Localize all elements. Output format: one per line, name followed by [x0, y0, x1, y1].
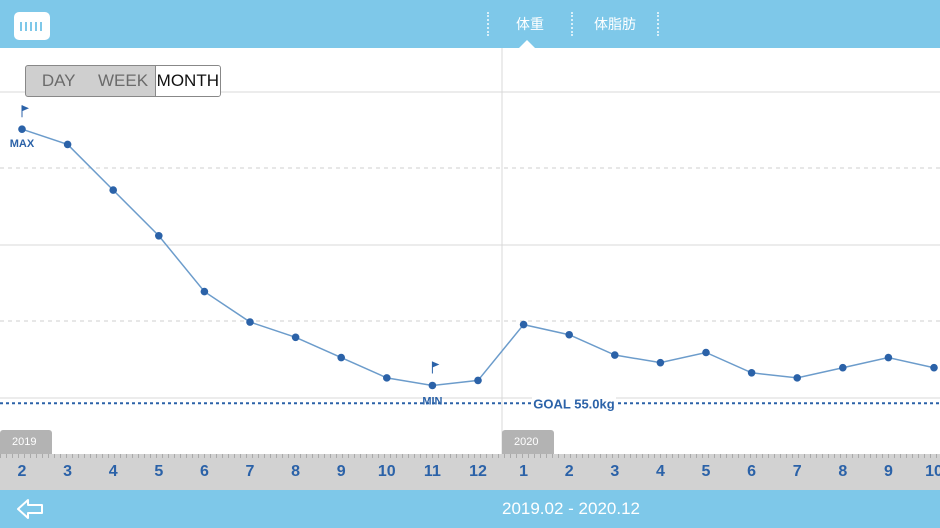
month-tick-label: 7 [245, 463, 255, 480]
month-tick-label: 11 [423, 463, 441, 480]
bottom-bar: 2019.02 - 2020.12 [0, 490, 940, 528]
range-month-button[interactable]: MONTH [154, 66, 220, 96]
month-tick-label: 6 [747, 463, 757, 480]
month-tick-label: 1 [519, 463, 529, 480]
data-point [565, 330, 573, 339]
data-point [702, 348, 710, 357]
tab-separator [487, 12, 489, 36]
data-point [930, 363, 938, 372]
tab-separator [571, 12, 573, 36]
axis-ruler [0, 454, 940, 458]
data-point [337, 353, 346, 362]
year-label-2020: 2020 [502, 430, 554, 454]
month-tick-label: 4 [655, 463, 665, 480]
chart-canvas: GOAL 55.0kg MAX MIN [0, 48, 940, 454]
min-label: MIN [422, 395, 442, 407]
data-point [63, 140, 72, 149]
month-tick-label: 4 [108, 463, 118, 480]
min-flag-icon [432, 361, 440, 368]
weight-chart[interactable]: GOAL 55.0kg MAX MIN [0, 48, 940, 454]
month-tick-label: 2 [564, 463, 574, 480]
goal-label: GOAL 55.0kg [533, 396, 614, 411]
month-tick-label: 6 [199, 463, 209, 480]
tab-weight[interactable]: 体重 [516, 16, 544, 32]
data-point [474, 376, 482, 385]
data-point [839, 363, 847, 372]
data-point [155, 231, 163, 240]
data-point [109, 186, 117, 194]
data-point [383, 374, 391, 382]
year-label-2019: 2019 [0, 430, 52, 454]
data-point [246, 318, 254, 326]
month-tick-label: 8 [291, 463, 301, 480]
month-tick-label: 3 [610, 463, 620, 480]
month-tick-label: 8 [838, 463, 848, 480]
month-tick-label: 5 [701, 463, 711, 480]
data-point [18, 125, 26, 133]
data-point [656, 358, 665, 367]
date-range-label: 2019.02 - 2020.12 [501, 499, 640, 518]
month-tick-label: 7 [792, 463, 802, 480]
data-point [884, 353, 893, 362]
month-tick-label: 10 [925, 463, 940, 480]
data-point [428, 381, 437, 390]
back-arrow-icon[interactable] [16, 498, 44, 520]
data-point [519, 320, 528, 329]
month-tick-label: 5 [154, 463, 164, 480]
max-flag-icon [22, 105, 29, 112]
active-tab-caret-icon [519, 40, 535, 48]
data-point [793, 374, 801, 382]
range-day-button[interactable]: DAY [41, 71, 76, 90]
month-tick-label: 12 [469, 463, 487, 480]
scale-app-icon[interactable] [14, 12, 50, 40]
data-point [747, 369, 756, 377]
month-axis[interactable]: 2 3 4 5 6 7 8 9 10 11 12 1 2 3 4 5 6 7 8 9 10 [0, 454, 940, 490]
range-week-button[interactable]: WEEK [97, 71, 149, 90]
max-label: MAX [10, 138, 35, 150]
tab-separator [657, 12, 659, 36]
data-point [291, 333, 300, 342]
month-tick-label: 2 [17, 463, 27, 480]
tab-body-fat[interactable]: 体脂肪 [594, 16, 636, 32]
data-point [611, 351, 619, 359]
goal-label-background [532, 394, 616, 413]
month-tick-label: 9 [883, 463, 893, 480]
weight-series-line [21, 128, 935, 387]
month-tick-label: 10 [377, 463, 396, 480]
month-tick-label: 3 [63, 463, 73, 480]
month-tick-label: 9 [336, 463, 346, 480]
range-selector: DAY WEEK MONTH [25, 65, 221, 97]
top-bar: 体重 体脂肪 [0, 0, 940, 48]
data-point [200, 287, 209, 296]
